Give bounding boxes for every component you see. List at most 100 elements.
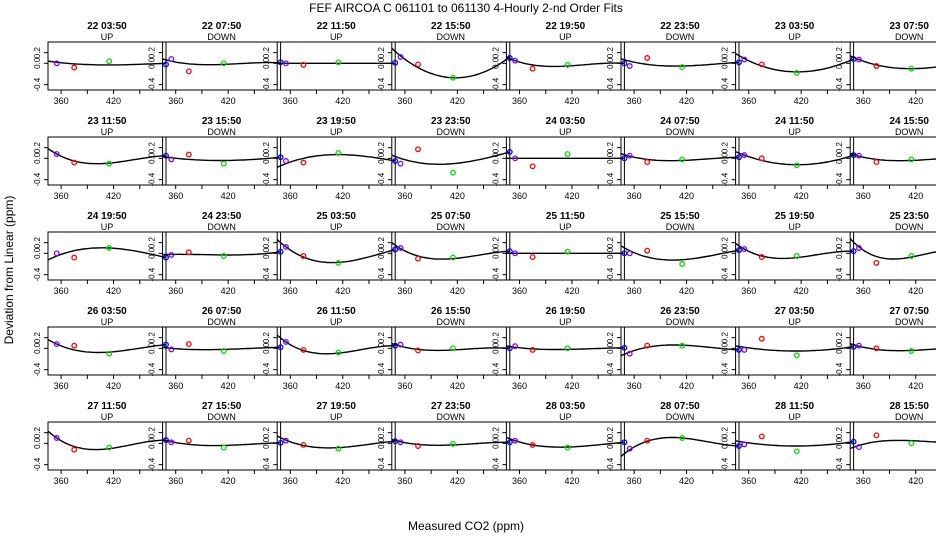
data-point xyxy=(392,158,399,164)
data-point xyxy=(529,346,536,353)
panel-time-label: 24 15:50 xyxy=(889,116,929,127)
x-tick-label: 360 xyxy=(856,286,871,296)
panel-frame xyxy=(505,326,625,376)
x-tick-label: 360 xyxy=(512,191,527,201)
x-tick-label: 420 xyxy=(335,191,350,201)
data-point xyxy=(736,346,742,353)
data-point xyxy=(512,343,519,350)
data-point xyxy=(415,146,421,153)
y-tick-label: 0.0 xyxy=(835,342,844,354)
y-tick-label: 0.2 xyxy=(148,332,157,344)
panel-frame xyxy=(47,326,167,376)
x-tick-label: 420 xyxy=(679,476,694,486)
data-point xyxy=(185,249,192,256)
y-tick-label: 0.2 xyxy=(33,332,42,344)
y-tick-label: 0.2 xyxy=(377,427,386,439)
y-tick-label: 0.0 xyxy=(148,437,157,449)
x-tick-label: 360 xyxy=(283,191,298,201)
panel-time-label: 27 11:50 xyxy=(88,401,127,412)
data-point xyxy=(300,159,307,166)
y-tick-label: -0.4 xyxy=(835,172,844,186)
x-tick-label: 420 xyxy=(679,191,694,201)
data-point xyxy=(450,169,456,176)
y-tick-label: 0.0 xyxy=(148,247,157,259)
y-tick-label: -0.4 xyxy=(377,362,386,376)
y-tick-label: -0.4 xyxy=(262,172,271,186)
data-point xyxy=(300,346,307,353)
x-tick-label: 420 xyxy=(794,96,809,106)
y-tick-label: -0.4 xyxy=(835,457,844,471)
y-tick-label: 0.0 xyxy=(262,437,271,449)
panel-direction-label: UP xyxy=(788,127,801,137)
data-point xyxy=(415,255,421,262)
data-point xyxy=(282,338,289,345)
panel-time-label: 27 03:50 xyxy=(775,306,815,317)
data-point xyxy=(855,152,862,159)
panel-direction-label: DOWN xyxy=(666,317,695,327)
panel-direction-label: UP xyxy=(559,127,572,137)
data-point xyxy=(855,342,862,349)
data-point xyxy=(621,250,628,257)
panel-time-label: 28 07:50 xyxy=(660,401,700,412)
x-tick-label: 420 xyxy=(794,381,809,391)
data-point xyxy=(335,59,342,66)
data-point xyxy=(758,155,765,162)
panel-frame xyxy=(391,41,511,91)
data-point xyxy=(741,152,748,159)
y-tick-label: 0.0 xyxy=(835,57,844,69)
panel-direction-label: DOWN xyxy=(437,317,466,327)
panel-time-label: 26 15:50 xyxy=(431,306,471,317)
data-point xyxy=(277,59,284,66)
data-point xyxy=(644,437,651,444)
x-tick-label: 360 xyxy=(627,191,642,201)
y-tick-label: 0.0 xyxy=(262,152,271,164)
y-tick-label: -0.4 xyxy=(606,457,615,471)
x-tick-label: 360 xyxy=(627,381,642,391)
data-point xyxy=(282,158,289,164)
data-point xyxy=(335,150,342,156)
y-tick-label: 0.2 xyxy=(721,332,730,344)
y-tick-label: 0.2 xyxy=(377,142,386,154)
panel-direction-label: UP xyxy=(330,317,343,327)
x-tick-label: 360 xyxy=(512,96,527,106)
panel-direction-label: DOWN xyxy=(895,32,924,42)
data-point xyxy=(300,253,307,259)
data-point xyxy=(185,151,192,158)
y-tick-label: 0.2 xyxy=(33,427,42,439)
x-tick-label: 360 xyxy=(856,476,871,486)
data-point xyxy=(335,259,342,266)
x-tick-label: 420 xyxy=(908,381,923,391)
x-tick-label: 420 xyxy=(794,286,809,296)
y-tick-label: 0.0 xyxy=(835,437,844,449)
data-point xyxy=(873,345,880,352)
x-tick-label: 360 xyxy=(856,191,871,201)
panel-direction-label: UP xyxy=(330,222,343,232)
y-tick-label: 0.0 xyxy=(148,152,157,164)
x-tick-label: 420 xyxy=(106,96,121,106)
y-tick-label: 0.2 xyxy=(262,332,271,344)
data-point xyxy=(529,254,536,261)
panel-direction-label: UP xyxy=(788,32,801,42)
x-tick-label: 420 xyxy=(221,476,236,486)
y-tick-label: 0.0 xyxy=(33,247,42,259)
x-tick-label: 420 xyxy=(450,381,465,391)
panel-time-label: 27 15:50 xyxy=(202,401,242,412)
y-tick-label: 0.2 xyxy=(606,142,615,154)
panel-frame xyxy=(849,421,936,471)
data-point xyxy=(793,352,800,359)
data-point xyxy=(850,438,857,445)
x-tick-label: 360 xyxy=(168,191,183,201)
y-tick-label: 0.0 xyxy=(721,57,730,69)
data-point xyxy=(621,155,628,162)
x-tick-label: 420 xyxy=(564,191,579,201)
y-tick-label: 0.0 xyxy=(377,152,386,164)
fit-curve xyxy=(849,439,936,450)
